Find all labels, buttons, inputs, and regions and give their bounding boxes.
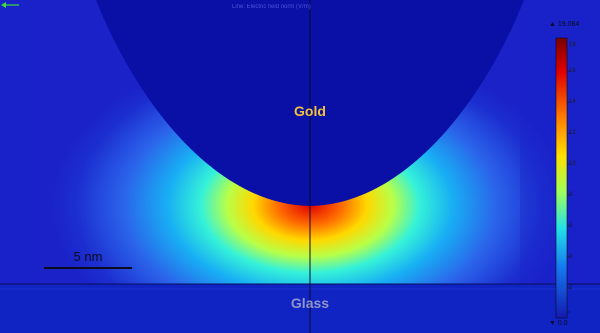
glass-label: Glass [290, 295, 330, 311]
colorbar-tick-label: 2 [569, 285, 573, 291]
colorbar-tick-label: 6 [569, 223, 573, 229]
gold-label: Gold [294, 103, 326, 119]
colorbar-tick-label: 16 [569, 68, 576, 74]
colorbar-tick-label: 8 [569, 192, 573, 198]
scale-bar [44, 267, 132, 269]
glass-substrate [0, 284, 600, 333]
axis-arrow-icon [1, 2, 19, 8]
colorbar-tick-label: 14 [569, 99, 576, 105]
colorbar [555, 37, 568, 319]
colorbar-tick-label: 12 [569, 130, 576, 136]
colorbar-tick-label: 18 [569, 42, 576, 48]
colorbar-max-label: ▲ 19.084 [549, 21, 580, 28]
colorbar-tick-label: 4 [569, 254, 573, 260]
scale-bar-label: 5 nm [73, 249, 103, 264]
colorbar-min-label: ▼ 0.0 [549, 320, 568, 327]
top-line-label: Line: Electric field norm (V/m) [232, 4, 311, 10]
colorbar-tick-label: 10 [569, 161, 576, 167]
